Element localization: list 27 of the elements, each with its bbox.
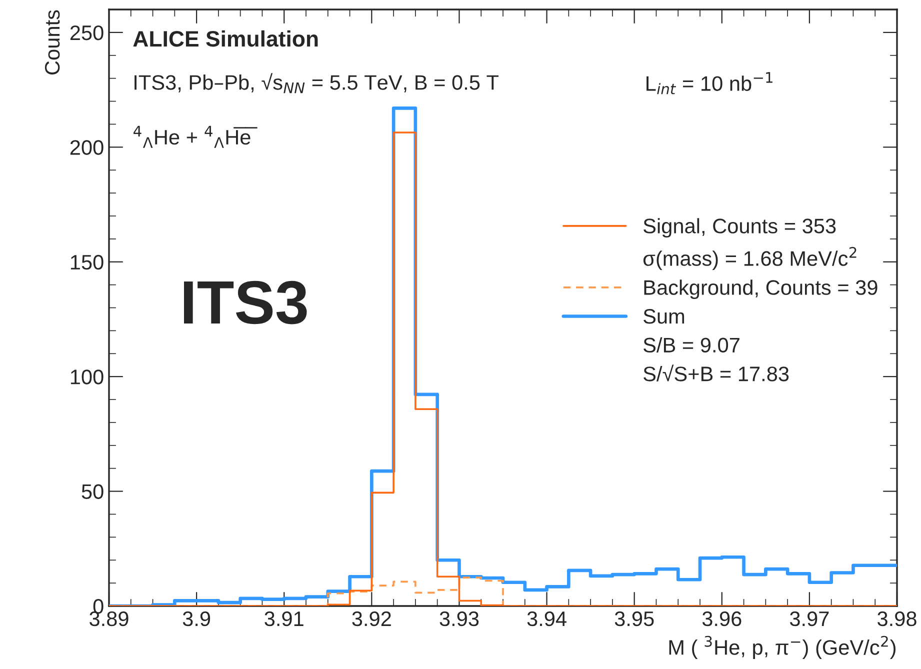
x-tick-label: 3.97 (790, 611, 829, 626)
annotation: σ(mass) = 1.68 MeV/c$^{2}$ (643, 246, 856, 270)
annotation: ITS3, Pb–Pb, √s$_{NN}$ = 5.5 TeV, B = 0.5 T (134, 73, 499, 94)
x-tick-label: 3.93 (440, 611, 479, 626)
annotation: S/B = 9.07 (644, 337, 740, 353)
x-tick-label: 3.92 (352, 611, 391, 626)
y-tick-label: 50 (82, 484, 104, 500)
y-axis-title: Counts (44, 10, 60, 74)
y-tick-label: 200 (70, 140, 104, 155)
legend-label: Sum (644, 308, 684, 324)
x-tick-label: 3.96 (702, 611, 742, 626)
y-tick-label: 150 (70, 254, 104, 270)
annotation: $^{4}$$_{Λ}$He + $^{4}$$_{Λ}$H̅e̅ (134, 126, 258, 148)
y-tick-label: 250 (70, 25, 104, 40)
annotation: ITS3 (184, 280, 307, 324)
x-tick-label: 3.9 (182, 611, 210, 626)
x-tick-label: 3.94 (527, 611, 566, 626)
annotation: L$_{int}$ = 10 nb$^{−1}$ (646, 72, 772, 94)
y-tick-label: 100 (70, 370, 104, 384)
annotation: S/√S+B = 17.83 (644, 364, 789, 382)
x-tick-label: 3.95 (614, 611, 654, 626)
legend-label: Background, Counts = 39 (644, 280, 878, 300)
text: ALICE Simulation (133, 30, 318, 47)
legend-label: Signal, Counts = 353 (644, 218, 836, 238)
x-tick-label: 3.98 (878, 611, 916, 626)
x-axis-title: M ( $^{3}$He, p, π$^{−}$) (GeV/c$^{2}$) (669, 636, 896, 659)
x-tick-label: 3.91 (264, 611, 304, 626)
